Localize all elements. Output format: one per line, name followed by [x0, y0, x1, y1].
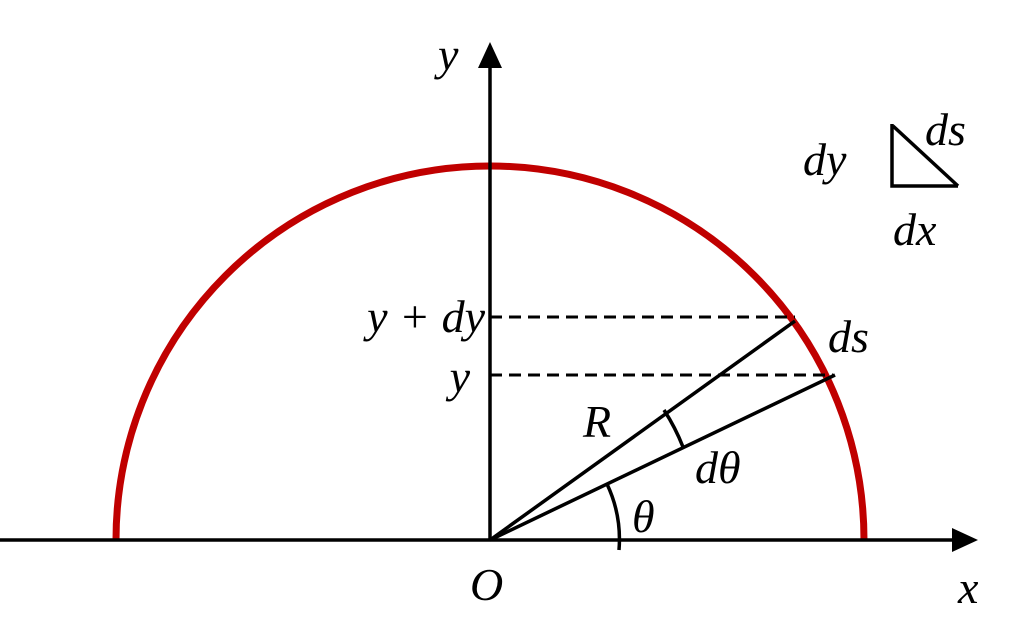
triangle-hypotenuse	[891, 124, 960, 188]
triangle-dy: dy	[803, 134, 847, 185]
triangle-ds: ds	[925, 104, 966, 155]
x-arrow	[952, 528, 978, 552]
theta-label: θ	[632, 491, 655, 542]
radius-label: R	[582, 396, 611, 447]
ray-lower	[489, 373, 836, 542]
theta-arc	[605, 483, 622, 551]
y-arrow	[478, 42, 502, 68]
x-axis-label: x	[957, 562, 979, 613]
triangle-dx: dx	[893, 204, 937, 255]
dtheta-arc	[662, 409, 685, 448]
origin-label: O	[470, 559, 503, 610]
y-axis-label: y	[434, 29, 459, 80]
triangle-legs	[890, 124, 958, 188]
dtheta-label: dθ	[695, 442, 741, 493]
lower-level-label: y	[446, 351, 471, 402]
ray-upper	[488, 319, 797, 542]
ds-label: ds	[828, 311, 869, 362]
upper-level-label: y + dy	[363, 291, 485, 342]
